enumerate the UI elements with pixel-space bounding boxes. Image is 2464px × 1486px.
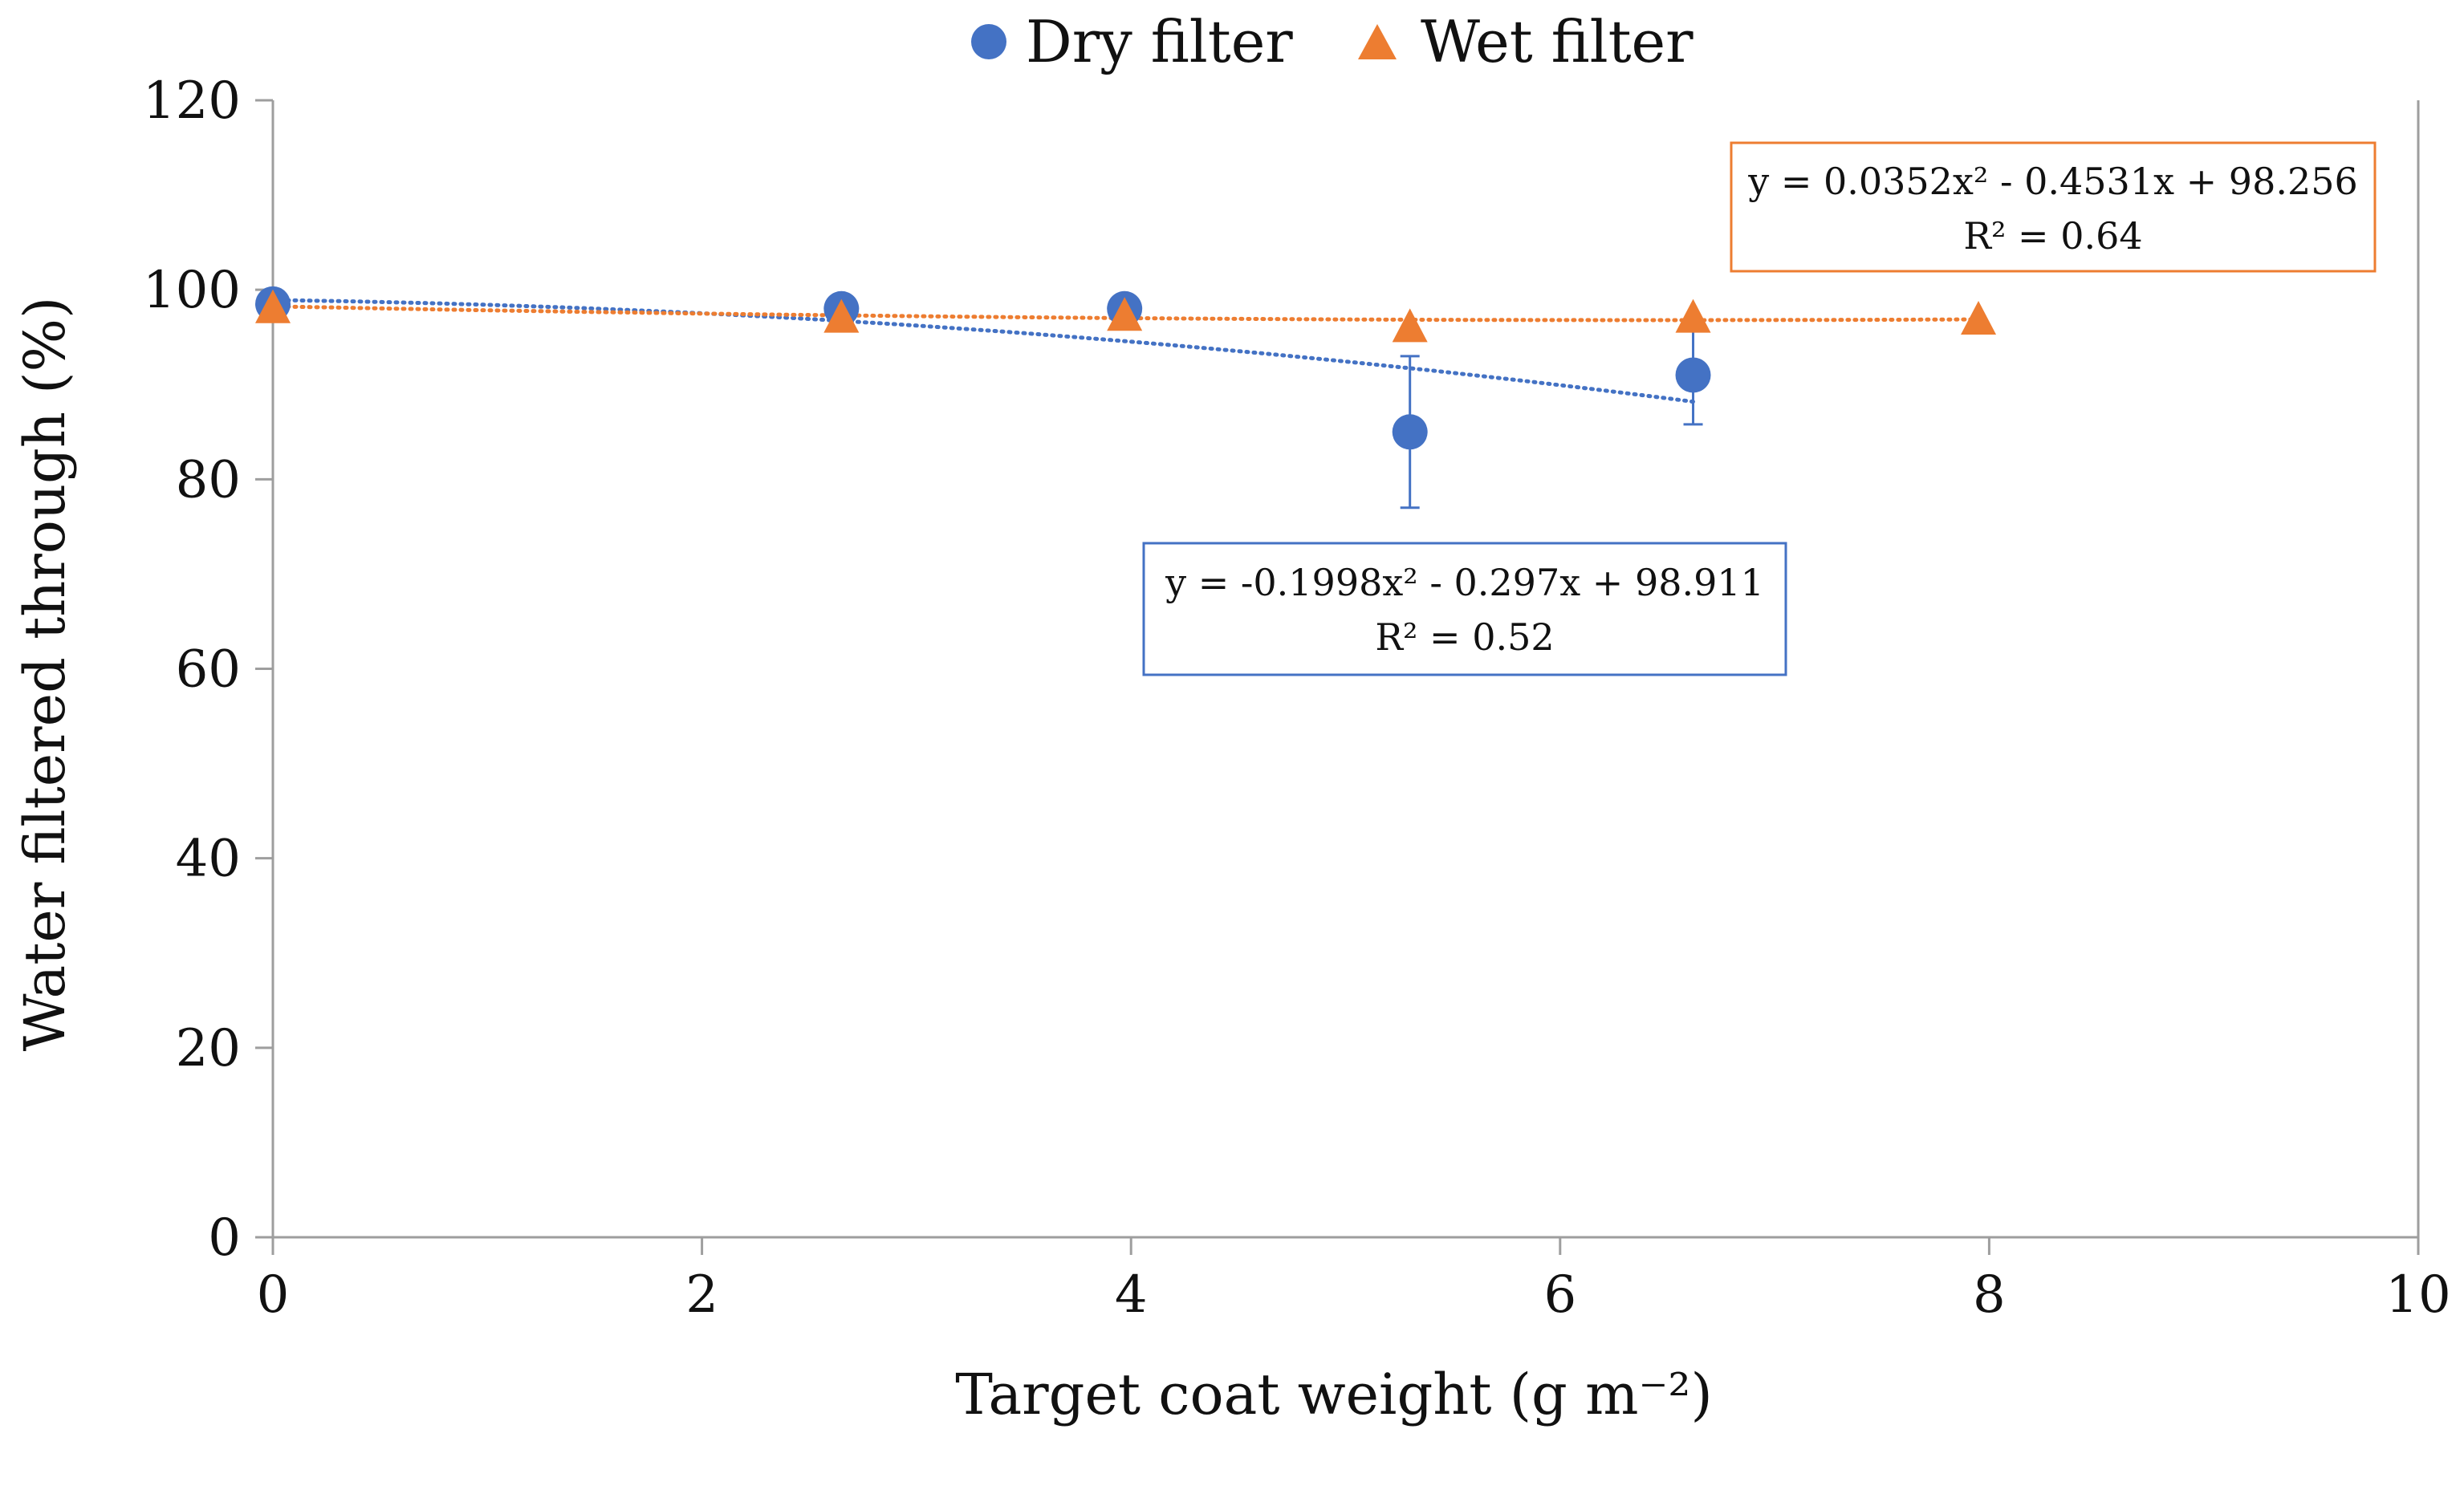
- x-tick-label: 8: [1973, 1265, 2006, 1325]
- y-tick-label: 20: [176, 1019, 241, 1078]
- x-tick-label: 10: [2385, 1265, 2450, 1325]
- data-points: [255, 286, 1997, 450]
- legend-wet-marker: [1358, 24, 1397, 59]
- wet-point: [1961, 300, 1997, 335]
- y-tick-label: 60: [176, 640, 241, 700]
- wet-point: [255, 289, 291, 323]
- wet-trendline-equation: y = 0.0352x² - 0.4531x + 98.256: [1747, 160, 2358, 203]
- y-tick-label: 0: [208, 1208, 241, 1268]
- dry-trendline-equation-box: y = -0.1998x² - 0.297x + 98.911 R² = 0.5…: [1142, 542, 1787, 676]
- y-tick-label: 100: [143, 261, 241, 320]
- y-axis-title: Water filtered through (%): [12, 297, 78, 1052]
- wet-trendline-r2: R² = 0.64: [1963, 214, 2142, 258]
- legend-dry-marker: [971, 24, 1006, 59]
- x-tick-label: 2: [685, 1265, 718, 1325]
- x-tick-label: 6: [1543, 1265, 1576, 1325]
- wet-point: [1107, 297, 1143, 331]
- y-tick-label: 40: [176, 830, 241, 889]
- y-tick-label: 80: [176, 450, 241, 510]
- dry-trendline-r2: R² = 0.52: [1375, 615, 1554, 659]
- wet-trendline-equation-box: y = 0.0352x² - 0.4531x + 98.256 R² = 0.6…: [1730, 141, 2377, 273]
- x-tick-label: 0: [257, 1265, 290, 1325]
- dry-trendline: [270, 298, 1695, 404]
- wet-equation-frame: [1730, 141, 2377, 273]
- dry-point: [1392, 414, 1428, 450]
- dry-point: [1675, 357, 1711, 393]
- error-bars: [1400, 324, 1703, 510]
- dry-trendline-equation: y = -0.1998x² - 0.297x + 98.911: [1165, 561, 1764, 604]
- legend-wet-label: Wet filter: [1421, 8, 1693, 75]
- x-axis-title: Target coat weight (g m⁻²): [955, 1362, 1713, 1427]
- x-tick-label: 4: [1115, 1265, 1148, 1325]
- axes: 0 20 40 60 80 100 120 0 2 4 6 8 10: [143, 71, 2451, 1325]
- wet-point: [823, 298, 860, 333]
- dry-equation-frame: [1142, 542, 1787, 676]
- legend: Dry filter Wet filter: [971, 8, 1693, 75]
- wet-point: [1675, 298, 1711, 333]
- y-tick-label: 120: [143, 71, 241, 131]
- legend-dry-label: Dry filter: [1026, 8, 1293, 75]
- wet-point: [1392, 308, 1428, 343]
